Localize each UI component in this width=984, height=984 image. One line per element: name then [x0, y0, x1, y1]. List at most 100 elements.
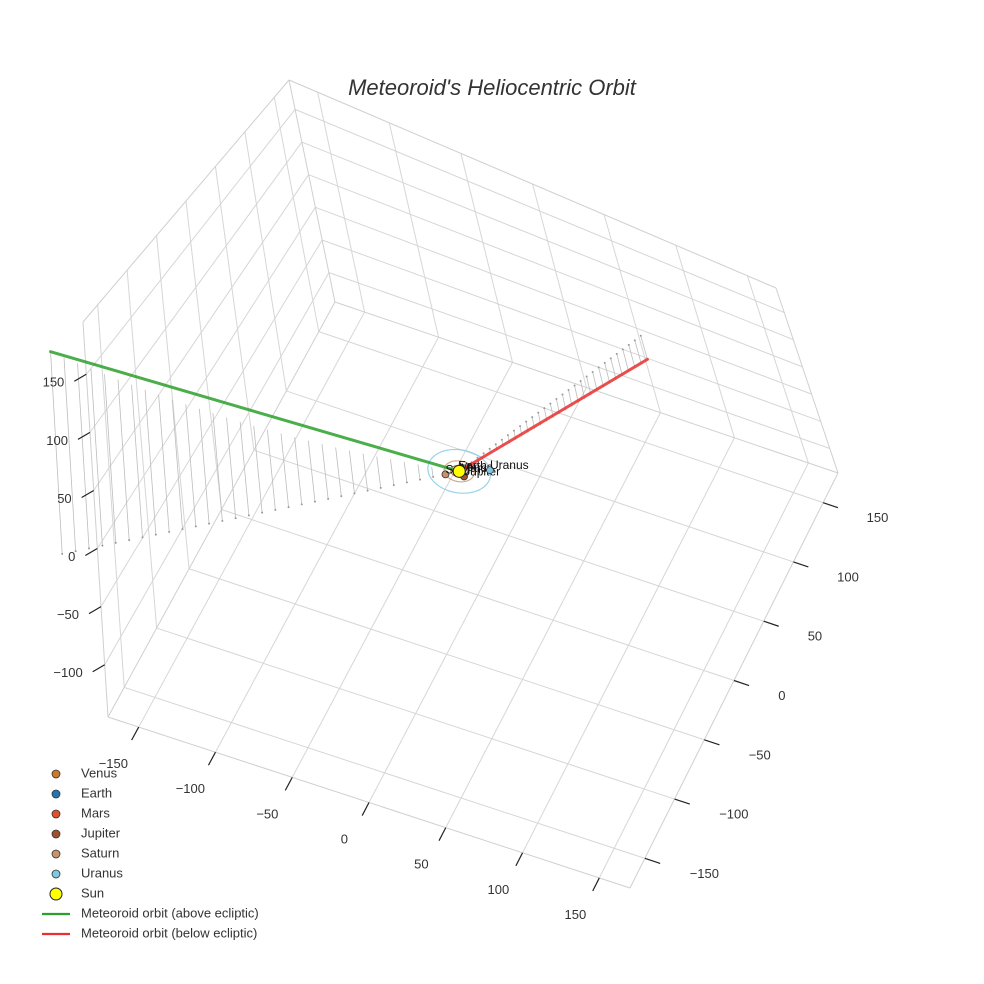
legend-item-saturn[interactable]: Saturn	[51, 845, 119, 860]
meteoroid-above-drop-point	[128, 539, 131, 542]
planet-marker-saturn	[441, 470, 450, 479]
x-axis-tick	[592, 877, 600, 892]
y-axis-tick-label: 50	[808, 629, 822, 644]
meteoroid-below-drop-point	[639, 334, 642, 337]
cube-edge	[288, 79, 336, 303]
meteoroid-above-drop-point	[234, 517, 237, 520]
legend-item-jupiter[interactable]: Jupiter	[51, 825, 121, 840]
legend[interactable]: Venus Earth Mars Jupiter Saturn Uranus Sun Mete…	[42, 765, 259, 940]
grid-line-backwall-z	[294, 108, 785, 313]
meteoroid-above-drop-point	[405, 481, 408, 484]
z-axis-tick-label: 50	[57, 491, 71, 506]
grid-line-backwall-x	[746, 275, 809, 464]
meteoroid-below-drop-point	[525, 420, 528, 423]
meteoroid-above-drop-point	[419, 478, 422, 481]
legend-swatch-marker	[51, 809, 61, 819]
y-axis-tick	[733, 679, 750, 687]
grid-line-backwall-z	[315, 206, 812, 395]
y-axis-tick-label: 0	[778, 688, 785, 703]
grid-line-backwall-z	[328, 272, 830, 449]
meteoroid-above-drop-line	[266, 429, 276, 510]
meteoroid-above-drop-line	[158, 394, 170, 532]
x-axis-tick-label: −50	[256, 806, 278, 821]
legend-item-venus[interactable]: Venus	[51, 765, 118, 780]
meteoroid-above-drop-point	[340, 495, 343, 498]
meteoroid-above-drop-point	[221, 519, 224, 522]
meteoroid-above-drop-point	[392, 484, 395, 487]
grid-line-floor-y	[318, 331, 824, 504]
orbit-ring-uranus	[427, 448, 492, 494]
legend-swatch-sun	[49, 887, 63, 901]
grid-line-floor-y	[124, 686, 646, 859]
meteoroid-below-drop-line	[634, 340, 642, 364]
grid-line-leftwall-y	[185, 200, 222, 510]
meteoroid-below-drop-point	[579, 379, 582, 382]
meteoroid-below-line	[457, 357, 649, 473]
cube-edge	[775, 287, 839, 474]
legend-item-uranus[interactable]: Uranus	[51, 865, 123, 880]
grid-line-backwall-z	[321, 239, 821, 422]
meteoroid-above-drop-point	[114, 541, 117, 544]
meteoroid-above-drop-point	[300, 503, 303, 506]
meteoroid-above-drop-line	[294, 437, 303, 505]
y-axis-tick	[674, 798, 690, 805]
cube-edge	[82, 321, 109, 718]
axis-ticks: −150 −100 −50 0 50 100 150 −150 −100 −50 0 50 100 150…	[43, 373, 888, 922]
legend-item-sun[interactable]: Sun	[49, 885, 104, 901]
legend-swatch-marker	[51, 789, 61, 799]
meteoroid-above-drop-point	[353, 492, 356, 495]
meteoroid-below-drop-point	[500, 438, 503, 441]
meteoroid-above-drop-point	[208, 522, 211, 525]
meteoroid-above-drop-point	[181, 528, 184, 531]
meteoroid-below-drop-point	[567, 389, 570, 392]
grid-line-backwall-x	[317, 92, 366, 313]
legend-label: Sun	[81, 885, 104, 900]
legend-item-mars[interactable]: Mars	[51, 805, 110, 820]
meteoroid-below-drop-point	[573, 384, 576, 387]
y-axis-tick-label: −100	[719, 807, 748, 822]
meteoroid-above-drop-line	[63, 357, 77, 552]
legend-item-meteoroid-orbit-below-ecliptic[interactable]: Meteoroid orbit (below ecliptic)	[42, 925, 257, 940]
legend-label: Uranus	[81, 865, 123, 880]
legend-item-earth[interactable]: Earth	[51, 785, 112, 800]
meteoroid-above-drop-point	[141, 536, 144, 539]
meteoroid-orbit-lines	[49, 350, 649, 473]
meteoroid-below-drop-point	[591, 370, 594, 373]
legend-swatch-marker	[51, 829, 61, 839]
meteoroid-below-drop-point	[603, 361, 606, 364]
x-axis-tick-label: 0	[341, 832, 348, 847]
grid-line-leftwall-z	[89, 141, 303, 433]
legend-swatch-marker	[51, 769, 61, 779]
grid-line-floor-y	[156, 627, 675, 800]
meteoroid-below-drop-line	[598, 367, 604, 388]
grid-line-backwall-x	[532, 183, 587, 388]
meteoroid-above-drop-point	[432, 475, 435, 478]
meteoroid-above-drop-line	[417, 464, 421, 480]
grid-line-backwall-z	[301, 141, 794, 341]
meteoroid-above-drop-line	[226, 417, 237, 519]
y-axis-tick	[822, 502, 839, 509]
sun-marker	[452, 464, 466, 478]
meteoroid-above-drop-point	[101, 544, 104, 547]
z-axis-tick-label: 150	[43, 375, 65, 390]
grid-line-backwall-x	[603, 214, 661, 413]
meteoroid-above-drop-line	[376, 456, 382, 488]
grid-line-leftwall-y	[156, 235, 190, 569]
grid-line-leftwall-y	[273, 97, 320, 332]
meteoroid-above-line	[49, 350, 461, 473]
meteoroid-below-drop-line	[622, 349, 629, 372]
grid-line-leftwall-z	[93, 174, 310, 491]
x-axis-tick-label: −100	[176, 781, 205, 796]
x-axis-tick-label: 150	[565, 907, 587, 922]
z-axis-tick	[88, 606, 102, 615]
legend-label: Saturn	[81, 845, 119, 860]
chart-title: Meteoroid's Heliocentric Orbit	[348, 75, 637, 100]
meteoroid-below-drop-point	[488, 447, 491, 450]
meteoroid-below-drop-point	[585, 375, 588, 378]
z-axis-tick-label: −100	[53, 665, 82, 680]
meteoroid-above-drop-point	[274, 508, 277, 511]
meteoroid-above-drop-line	[348, 450, 355, 494]
legend-item-meteoroid-orbit-above-ecliptic[interactable]: Meteoroid orbit (above ecliptic)	[42, 905, 259, 920]
planet-label-uranus: Uranus	[490, 458, 529, 472]
axis-panes	[108, 302, 838, 888]
